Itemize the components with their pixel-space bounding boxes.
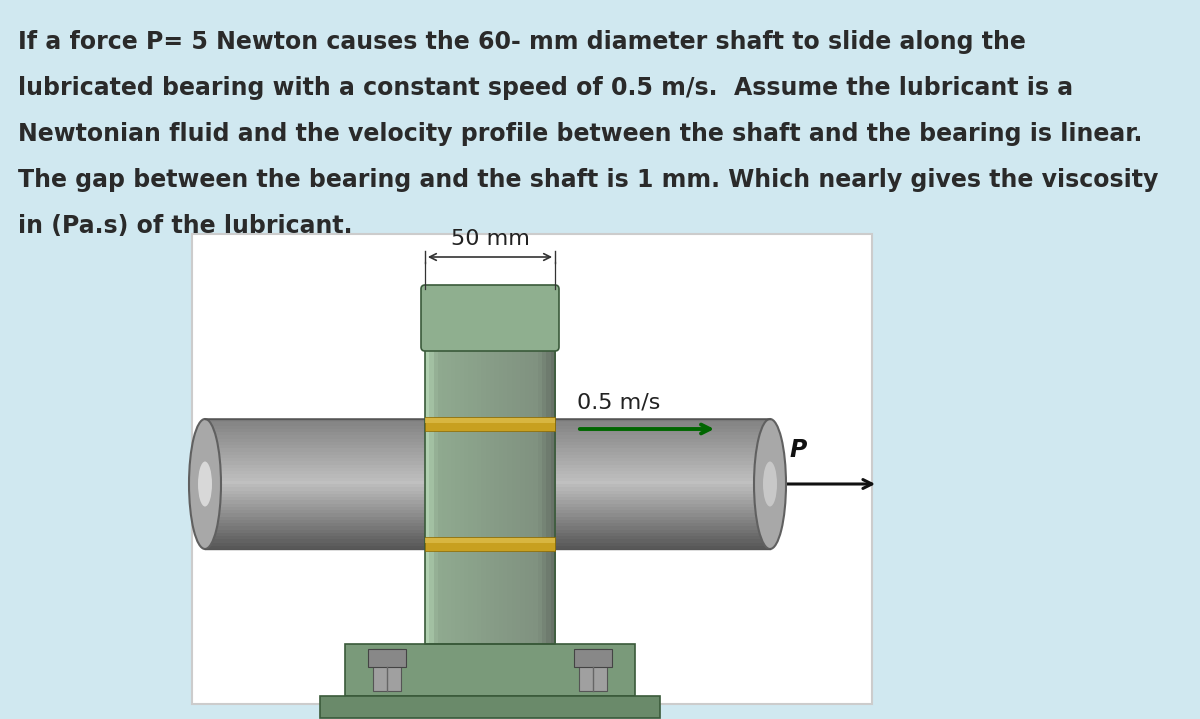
- Bar: [524, 289, 530, 644]
- Ellipse shape: [198, 462, 212, 506]
- Text: The gap between the bearing and the shaft is 1 mm. Which nearly gives the viscos: The gap between the bearing and the shaf…: [18, 168, 1158, 192]
- Bar: [346, 644, 635, 696]
- Bar: [205, 473, 770, 477]
- Bar: [494, 289, 499, 644]
- Text: P: P: [790, 438, 808, 462]
- Bar: [486, 289, 491, 644]
- Bar: [205, 418, 770, 422]
- Bar: [205, 518, 770, 523]
- Bar: [574, 649, 612, 667]
- Bar: [368, 649, 406, 667]
- Bar: [205, 480, 770, 484]
- Bar: [373, 649, 401, 691]
- Bar: [205, 535, 770, 539]
- Bar: [430, 289, 434, 644]
- Bar: [481, 289, 487, 644]
- Bar: [205, 464, 770, 468]
- FancyBboxPatch shape: [421, 285, 559, 351]
- Bar: [205, 470, 770, 475]
- Bar: [425, 537, 554, 551]
- Bar: [205, 526, 770, 529]
- Bar: [446, 289, 452, 644]
- Text: If a force P= 5 Newton causes the 60- mm diameter shaft to slide along the: If a force P= 5 Newton causes the 60- mm…: [18, 30, 1026, 54]
- Bar: [546, 289, 552, 644]
- Bar: [433, 289, 439, 644]
- Ellipse shape: [754, 419, 786, 549]
- Bar: [521, 289, 526, 644]
- Bar: [499, 289, 504, 644]
- Bar: [205, 483, 770, 487]
- Bar: [516, 289, 521, 644]
- Bar: [205, 528, 770, 533]
- Bar: [205, 539, 770, 543]
- Bar: [205, 486, 770, 490]
- Bar: [451, 289, 456, 644]
- Bar: [529, 289, 534, 644]
- Bar: [205, 451, 770, 454]
- Bar: [205, 447, 770, 452]
- Bar: [205, 503, 770, 507]
- Bar: [205, 516, 770, 520]
- Bar: [205, 541, 770, 546]
- Bar: [538, 289, 542, 644]
- Bar: [205, 431, 770, 435]
- Bar: [205, 509, 770, 513]
- Bar: [205, 499, 770, 503]
- Bar: [205, 437, 770, 441]
- Bar: [490, 289, 496, 644]
- Bar: [425, 289, 554, 644]
- Bar: [205, 490, 770, 494]
- Bar: [511, 289, 517, 644]
- Bar: [508, 289, 512, 644]
- Bar: [205, 496, 770, 500]
- Ellipse shape: [190, 419, 221, 549]
- Bar: [205, 460, 770, 464]
- Bar: [455, 289, 461, 644]
- Bar: [205, 493, 770, 497]
- Bar: [443, 289, 448, 644]
- Bar: [425, 539, 554, 544]
- Bar: [478, 289, 482, 644]
- Bar: [425, 289, 431, 644]
- Bar: [205, 434, 770, 439]
- Text: Newtonian fluid and the velocity profile between the shaft and the bearing is li: Newtonian fluid and the velocity profile…: [18, 122, 1142, 146]
- Bar: [551, 289, 556, 644]
- Text: 50 mm: 50 mm: [450, 229, 529, 249]
- Bar: [205, 545, 770, 549]
- Text: lubricated bearing with a constant speed of 0.5 m/s.  Assume the lubricant is a: lubricated bearing with a constant speed…: [18, 76, 1073, 100]
- Bar: [205, 532, 770, 536]
- Bar: [425, 418, 554, 423]
- Ellipse shape: [763, 462, 778, 506]
- Bar: [205, 441, 770, 445]
- Bar: [320, 696, 660, 718]
- Bar: [205, 477, 770, 481]
- Bar: [464, 289, 469, 644]
- Bar: [533, 289, 539, 644]
- Bar: [205, 522, 770, 526]
- Bar: [503, 289, 509, 644]
- Bar: [473, 289, 478, 644]
- Bar: [438, 289, 443, 644]
- Bar: [205, 454, 770, 458]
- Bar: [192, 234, 872, 704]
- Bar: [205, 457, 770, 462]
- Bar: [205, 444, 770, 448]
- Bar: [205, 428, 770, 432]
- Bar: [580, 649, 607, 691]
- Bar: [205, 421, 770, 426]
- Bar: [205, 505, 770, 510]
- Bar: [205, 424, 770, 429]
- Bar: [542, 289, 547, 644]
- Bar: [425, 417, 554, 431]
- Text: 0.5 m/s: 0.5 m/s: [577, 393, 660, 413]
- Bar: [205, 467, 770, 471]
- Bar: [205, 512, 770, 516]
- Bar: [468, 289, 474, 644]
- Bar: [460, 289, 466, 644]
- Text: in (Pa.s) of the lubricant.: in (Pa.s) of the lubricant.: [18, 214, 353, 238]
